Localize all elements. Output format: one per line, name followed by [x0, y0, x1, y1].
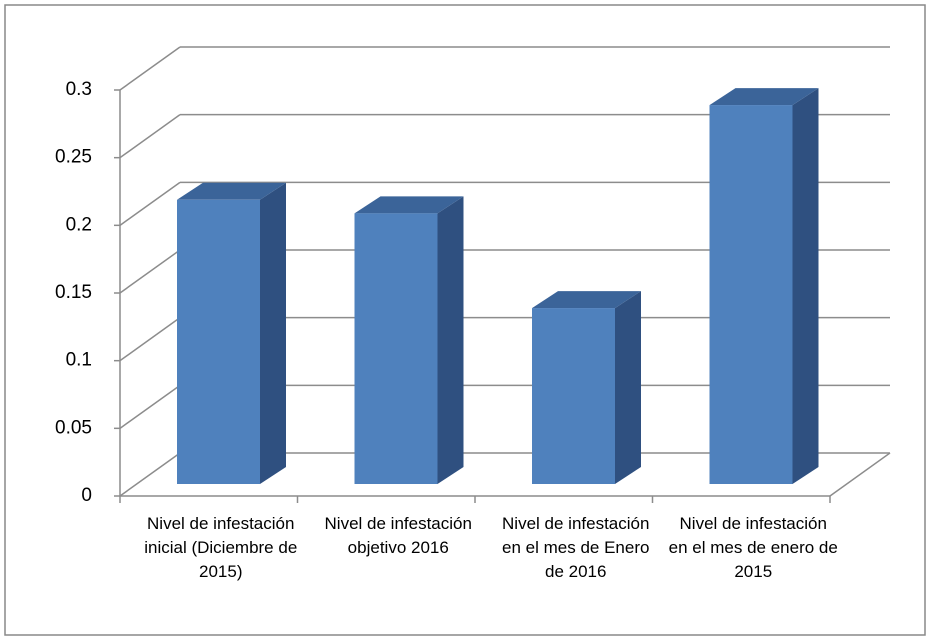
bar [354, 213, 438, 485]
grid-line [119, 249, 181, 294]
bar-side [792, 88, 819, 485]
bar-top [532, 291, 641, 309]
grid-line [119, 181, 181, 226]
x-tick-label: Nivel de infestación objetivo 2016 [324, 514, 472, 557]
x-tick-label: Nivel de infestación en el mes de Enero … [502, 514, 650, 581]
bar-side [260, 182, 286, 485]
bar-top [709, 88, 819, 106]
y-tick-label: 0.2 [66, 214, 92, 235]
y-tick-label: 0.1 [66, 350, 92, 371]
floor-edge [829, 452, 891, 497]
bar-side [437, 196, 464, 485]
grid-line [119, 452, 181, 497]
x-tick-label: Nivel de infestación en el mes de enero … [668, 514, 838, 581]
y-tick-label: 0.15 [55, 282, 92, 303]
bar-top [177, 182, 286, 200]
y-tick-label: 0.25 [55, 147, 92, 168]
bar-top [354, 196, 464, 214]
bar-side [615, 291, 641, 484]
x-tick-label: Nivel de infestación inicial (Diciembre … [144, 514, 298, 581]
grid-line [119, 114, 181, 159]
bar [709, 105, 793, 485]
y-tick-label: 0.3 [66, 79, 92, 100]
grid-line [119, 46, 181, 91]
bar [177, 199, 260, 485]
grid-line [119, 384, 181, 429]
y-tick-label: 0.05 [55, 417, 92, 438]
grid-line [119, 317, 181, 362]
chart-frame [4, 4, 926, 636]
bar [532, 308, 615, 484]
y-tick-label: 0 [81, 485, 92, 506]
